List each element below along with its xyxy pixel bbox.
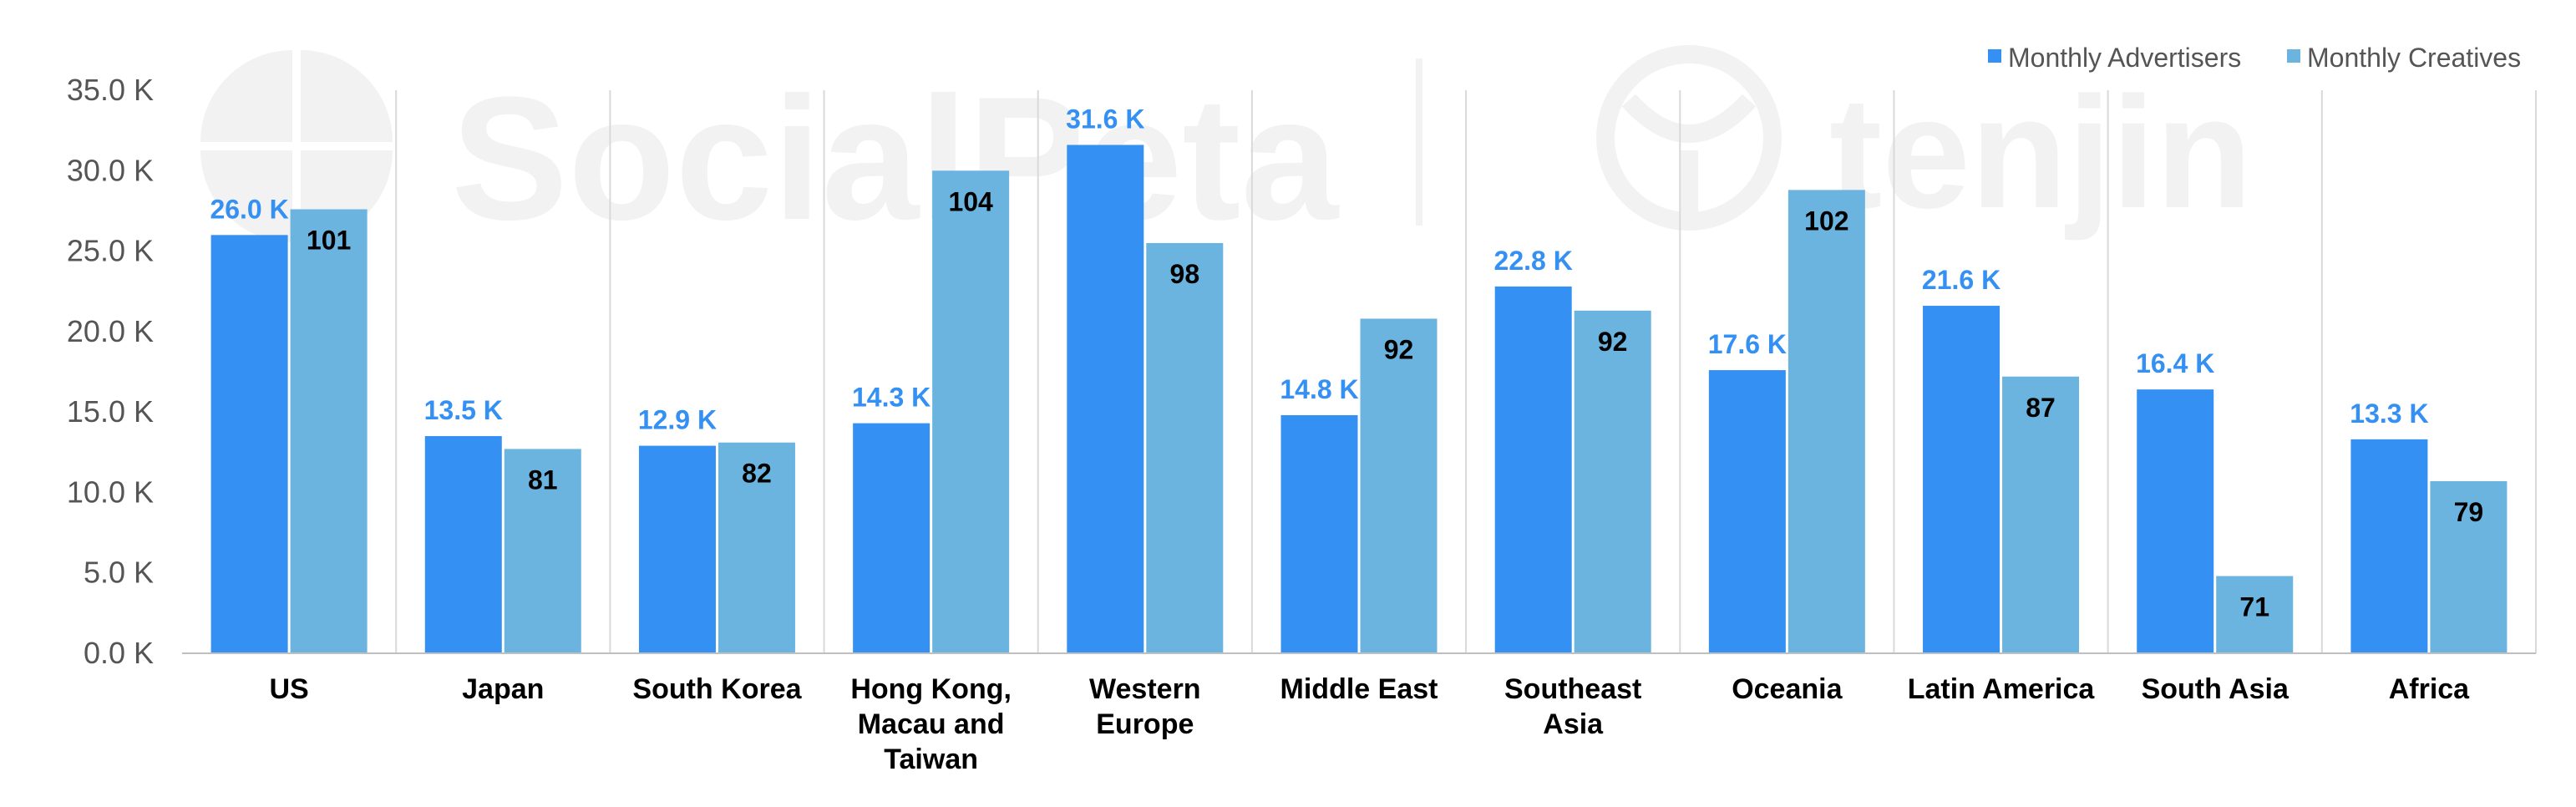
bar-monthly-creatives <box>290 209 368 653</box>
bar-monthly-advertisers <box>424 436 502 653</box>
bar-monthly-creatives <box>932 170 1010 654</box>
y-tick-label: 35.0 K <box>67 73 154 107</box>
data-label-creatives: 82 <box>742 459 772 489</box>
bar-monthly-advertisers <box>1923 306 2000 653</box>
data-label-advertisers: 22.8 K <box>1494 246 1573 276</box>
data-label-creatives: 79 <box>2454 497 2484 527</box>
watermark: SocialPeta tenjin <box>200 45 2253 256</box>
legend-swatch <box>1988 49 2001 63</box>
y-tick-label: 15.0 K <box>67 394 154 429</box>
y-tick-label: 5.0 K <box>84 556 154 590</box>
data-label-advertisers: 21.6 K <box>1922 265 2000 295</box>
data-label-creatives: 92 <box>1598 327 1628 357</box>
y-tick-label: 10.0 K <box>67 475 154 509</box>
bar-monthly-creatives <box>1360 318 1438 653</box>
data-label-advertisers: 14.8 K <box>1280 374 1358 404</box>
data-label-creatives: 92 <box>1384 334 1414 364</box>
x-tick-label: Western Europe <box>1089 673 1201 740</box>
x-tick-label: Middle East <box>1280 673 1438 705</box>
bar-monthly-advertisers <box>1280 414 1358 653</box>
bar-monthly-advertisers <box>1067 145 1144 653</box>
data-label-advertisers: 16.4 K <box>2136 348 2214 378</box>
x-axis: US Japan South Korea Hong Kong, Macau and Tai… <box>182 652 2536 775</box>
data-label-creatives: 71 <box>2239 592 2269 622</box>
y-tick-label: 0.0 K <box>84 636 154 670</box>
data-label-advertisers: 31.6 K <box>1066 104 1144 134</box>
y-tick-label: 20.0 K <box>67 314 154 348</box>
bar-monthly-creatives <box>1146 242 1224 653</box>
legend-item: Monthly Advertisers <box>1988 43 2241 73</box>
tenjin-logo <box>1596 45 1782 231</box>
bar-monthly-creatives <box>504 449 581 653</box>
data-label-advertisers: 12.9 K <box>638 405 717 435</box>
bar-monthly-creatives <box>2216 576 2294 653</box>
x-tick-label: Oceania <box>1732 673 1843 705</box>
x-tick-label: US <box>269 673 308 705</box>
bar-monthly-creatives <box>1574 310 1651 653</box>
bar-monthly-advertisers <box>853 423 931 653</box>
data-label-creatives: 81 <box>528 464 558 495</box>
watermark-divider <box>1416 58 1422 226</box>
data-label-creatives: 87 <box>2026 393 2056 423</box>
legend-label: Monthly Creatives <box>2307 43 2521 73</box>
data-label-advertisers: 13.5 K <box>424 395 503 425</box>
bar-monthly-creatives <box>2002 376 2080 653</box>
x-tick-label: Africa <box>2389 673 2470 705</box>
legend-label: Monthly Advertisers <box>2008 43 2241 73</box>
legend: Monthly Advertisers Monthly Creatives <box>1988 43 2521 73</box>
bar-monthly-creatives <box>2430 480 2508 653</box>
bar-monthly-creatives <box>718 442 795 653</box>
data-label-creatives: 101 <box>307 226 351 256</box>
watermark-right-text: tenjin <box>1829 64 2253 241</box>
legend-swatch <box>2287 49 2300 63</box>
bar-monthly-advertisers <box>2137 389 2214 653</box>
data-label-advertisers: 14.3 K <box>852 383 931 413</box>
data-labels: 26.0 K 101 13.5 K 81 12.9 K 82 14.3 K 104 31.6 K… <box>210 104 2483 622</box>
bar-monthly-advertisers <box>2350 439 2428 653</box>
legend-item: Monthly Creatives <box>2287 43 2521 73</box>
y-axis: 0.0 K 5.0 K 10.0 K 15.0 K 20.0 K 25.0 K 30.0 K… <box>67 73 154 670</box>
x-tick-label: South Korea <box>632 673 802 705</box>
bar-monthly-advertisers <box>638 445 716 653</box>
bar-monthly-advertisers <box>1708 370 1786 653</box>
x-tick-label: Latin America <box>1908 673 2096 705</box>
data-label-creatives: 102 <box>1804 206 1848 236</box>
data-label-creatives: 104 <box>948 186 993 216</box>
data-label-creatives: 98 <box>1170 259 1200 289</box>
bars <box>210 145 2508 654</box>
x-tick-label: Southeast Asia <box>1504 673 1641 740</box>
x-tick-label: Hong Kong, Macau and Taiwan <box>850 673 1012 775</box>
data-label-advertisers: 17.6 K <box>1708 329 1787 359</box>
bar-monthly-creatives <box>1787 190 1865 653</box>
y-tick-label: 25.0 K <box>67 234 154 268</box>
x-tick-label: Japan <box>462 673 544 705</box>
bar-monthly-advertisers <box>1494 286 1572 653</box>
data-label-advertisers: 13.3 K <box>2350 398 2428 429</box>
watermark-left-text: SocialPeta <box>451 60 1340 256</box>
bar-monthly-advertisers <box>210 235 288 653</box>
gridlines <box>395 90 2537 653</box>
data-label-advertisers: 26.0 K <box>210 194 288 224</box>
y-tick-label: 30.0 K <box>67 153 154 187</box>
x-tick-label: South Asia <box>2142 673 2289 705</box>
